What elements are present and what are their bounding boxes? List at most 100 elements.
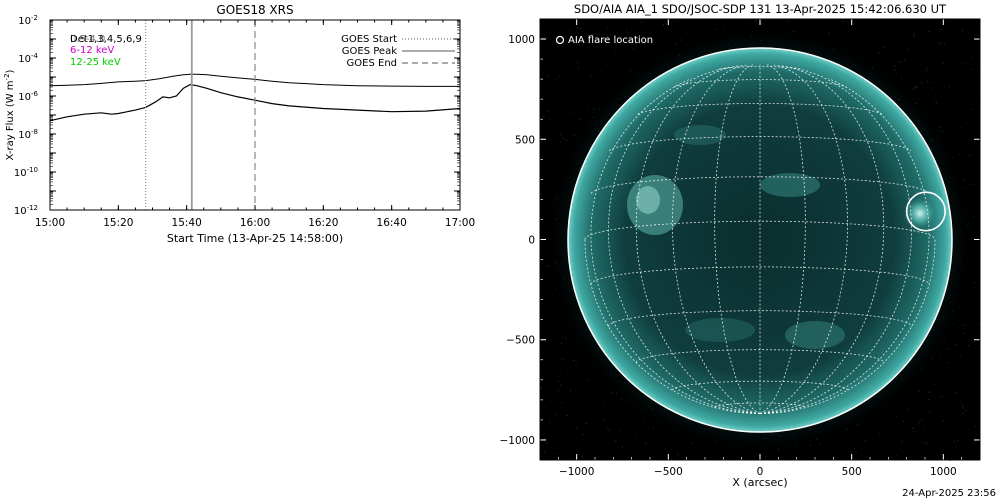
aia-flare-location-marker [905,191,946,232]
noise-speck [922,426,924,428]
noise-speck [973,281,975,283]
noise-speck [615,440,617,442]
noise-speck [924,77,926,79]
noise-speck [678,20,680,22]
noise-speck [900,76,903,79]
noise-speck [967,183,970,186]
noise-speck [977,35,979,37]
noise-speck [918,390,920,392]
noise-speck [579,27,581,29]
noise-speck [948,85,950,88]
noise-speck [926,68,928,70]
noise-speck [977,322,979,325]
noise-speck [584,38,586,40]
noise-speck [914,86,916,88]
noise-speck [678,35,681,37]
noise-speck [912,413,914,415]
noise-speck [801,23,803,26]
longitude-gridline [759,65,885,414]
noise-speck [977,52,979,54]
noise-speck [955,446,957,448]
noise-speck [942,420,944,422]
noise-speck [559,357,561,359]
legend-goes-end-label: GOES End [347,58,397,69]
noise-speck [906,408,908,410]
noise-speck [575,364,577,366]
noise-speck [588,99,590,101]
noise-speck [968,345,970,347]
latitude-gridline [608,310,912,327]
noise-speck [545,194,547,196]
noise-speck [755,20,757,22]
noise-speck [579,118,581,120]
noise-speck [549,118,551,120]
noise-speck [546,36,548,39]
noise-speck [593,48,595,50]
noise-speck [540,291,542,293]
noise-speck [680,39,682,41]
noise-speck [967,323,969,326]
noise-speck [599,70,601,72]
noise-speck [928,398,930,401]
noise-speck [557,416,559,418]
aia-legend: AIA flare location [555,35,653,46]
noise-speck [960,62,962,64]
noise-speck [865,28,868,30]
noise-speck [972,108,974,110]
aia-image-title: SDO/AIA AIA_1 SDO/JSOC-SDP 131 13-Apr-20… [574,2,947,16]
noise-speck [582,433,584,435]
goes-y-axis-label: X-ray Flux (W m-2) [3,69,16,160]
noise-speck [620,36,623,38]
goes-y-tick-label: 10-8 [18,128,38,141]
noise-speck [867,42,869,44]
goes-x-axis-label: Start Time (13-Apr-25 14:58:00) [167,232,343,245]
noise-speck [978,108,980,110]
noise-speck [955,392,958,394]
noise-speck [541,259,543,261]
noise-speck [549,421,551,423]
latitude-gridline [674,79,846,88]
noise-speck [633,48,635,50]
noise-speck [607,427,609,429]
noise-speck [977,103,979,105]
noise-speck [540,387,542,389]
noise-speck [540,235,542,237]
noise-speck [921,419,923,422]
noise-speck [893,69,895,71]
aia-y-tick-label: −1000 [499,435,535,447]
noise-speck [670,458,672,460]
noise-speck [540,193,542,195]
noise-speck [720,453,722,455]
noise-speck [943,43,945,45]
latitude-gridline [590,266,930,285]
noise-speck [970,332,973,335]
noise-speck [562,137,564,139]
longitude-gridline [759,78,930,414]
goes-x-tick-label: 16:40 [377,217,407,229]
legend-goes-peak-label: GOES Peak [342,46,397,57]
noise-speck [551,150,553,152]
noise-speck [901,441,903,443]
goes-x-axis: 15:00 15:20 15:40 16:00 16:20 16:40 17:00 [35,20,475,229]
aia-x-tick-label: 0 [757,466,764,478]
noise-speck [926,70,928,72]
noise-speck [828,32,830,34]
noise-speck [915,87,917,89]
noise-speck [945,111,947,113]
goes-y-tick-label: 10-4 [18,52,38,65]
noise-speck [587,56,589,58]
noise-speck [579,44,581,46]
noise-speck [953,441,955,443]
noise-speck [916,47,918,49]
noise-speck [563,145,565,147]
noise-speck [898,41,900,43]
noise-speck [576,63,578,65]
aia-x-tick-label: 1000 [930,466,957,478]
aia-x-tick-label: 500 [842,466,862,478]
noise-speck [608,42,610,44]
noise-speck [913,431,915,433]
noise-speck [551,122,553,124]
aia-x-tick-label: −500 [654,466,683,478]
noise-speck [970,391,972,393]
goes-long-channel-line [50,73,460,87]
